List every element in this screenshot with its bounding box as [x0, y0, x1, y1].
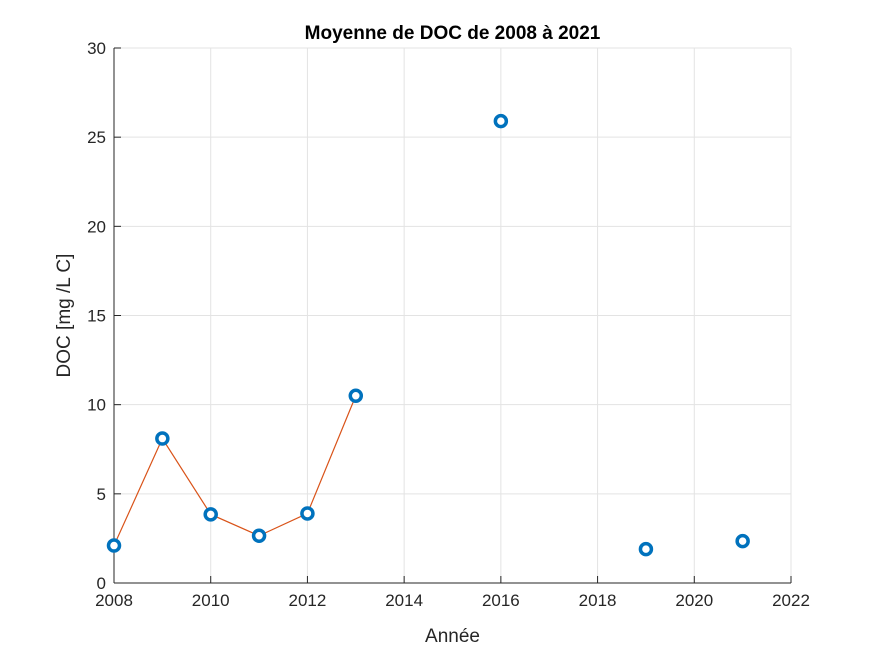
data-point-marker	[300, 506, 315, 521]
x-tick-label: 2014	[385, 591, 423, 610]
chart-title: Moyenne de DOC de 2008 à 2021	[305, 23, 601, 44]
x-tick-label: 2022	[772, 591, 810, 610]
y-tick-label: 30	[87, 39, 106, 58]
data-series	[106, 113, 750, 557]
y-axis-label: DOC [mg /L C]	[54, 254, 75, 378]
x-tick-label: 2010	[192, 591, 230, 610]
data-point-marker	[155, 431, 170, 446]
data-point-marker	[493, 113, 509, 129]
x-tick-label: 2008	[95, 591, 133, 610]
tick-labels: 2008 2010 2012 2014 2016 2018 2020 2022 0 5 10 15 20…	[87, 39, 810, 610]
data-point-marker	[203, 507, 218, 522]
y-tick-label: 20	[87, 217, 106, 236]
series-line	[113, 395, 357, 546]
data-point-marker	[106, 538, 122, 553]
x-tick-label: 2018	[579, 591, 617, 610]
x-tick-label: 2012	[289, 591, 327, 610]
y-tick-label: 5	[97, 485, 106, 504]
data-point-marker	[348, 388, 364, 403]
x-tick-label: 2020	[675, 591, 713, 610]
data-point-marker	[251, 528, 267, 543]
y-tick-label: 0	[97, 574, 106, 593]
y-tick-label: 15	[87, 307, 106, 326]
data-point-marker	[638, 541, 654, 557]
x-tick-label: 2016	[482, 591, 520, 610]
y-tick-label: 10	[87, 396, 106, 415]
x-axis-label: Année	[425, 626, 480, 647]
data-point-marker	[735, 533, 750, 549]
y-tick-label: 25	[87, 128, 106, 147]
axes	[113, 47, 792, 584]
